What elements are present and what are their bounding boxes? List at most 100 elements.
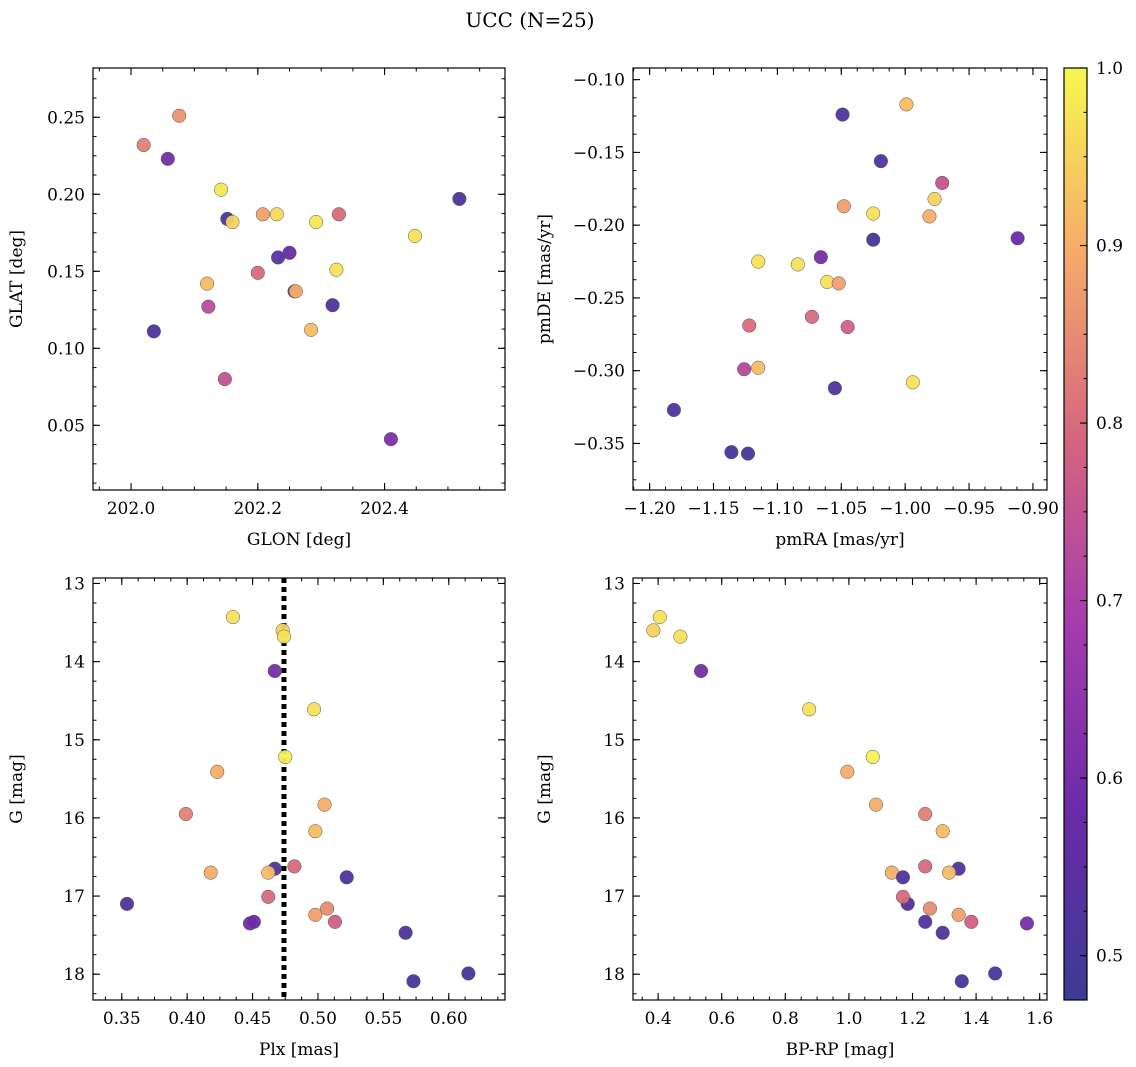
data-point — [790, 257, 805, 272]
x-tick-label: 0.60 — [430, 1009, 468, 1029]
data-point — [320, 901, 335, 916]
data-point — [250, 265, 265, 280]
y-tick-label: 16 — [63, 809, 85, 829]
data-point — [255, 207, 270, 222]
data-point — [964, 914, 979, 929]
data-point — [308, 907, 323, 922]
y-tick-label: 13 — [603, 574, 625, 594]
data-point — [840, 764, 855, 779]
data-point — [461, 966, 476, 981]
x-tick-label: 202.2 — [233, 499, 282, 519]
x-tick-label: 0.4 — [645, 1009, 672, 1029]
data-point — [840, 319, 855, 335]
colorbar-tick-label: 0.8 — [1096, 414, 1123, 434]
x-tick-label: 0.50 — [299, 1009, 337, 1029]
y-axis-label: G [mag] — [7, 754, 27, 823]
data-point — [267, 663, 282, 679]
x-tick-label: 1.0 — [835, 1009, 862, 1029]
x-tick-label: 202.0 — [107, 499, 156, 519]
data-point — [827, 381, 842, 396]
y-tick-label: −0.15 — [573, 143, 625, 163]
scatter-panel-4: 0.4 0.6 0.8 1.0 1.2 1.4 1.6 13 14 15 16 17 18 BP-RP [… — [535, 574, 1053, 1060]
x-tick-label: −1.00 — [879, 499, 931, 519]
scatter-panel-3: 0.35 0.40 0.45 0.50 0.55 0.60 13 14 15 16 17 18 Plx … — [7, 574, 506, 1060]
x-tick-label: 202.4 — [360, 499, 409, 519]
y-tick-label: 15 — [603, 731, 625, 751]
colorbar-tick-label: 0.7 — [1096, 592, 1123, 612]
data-point — [406, 974, 421, 989]
data-point — [751, 360, 766, 375]
colorbar-frame — [1063, 67, 1088, 1001]
data-point — [673, 629, 688, 644]
data-point — [918, 806, 933, 822]
data-point — [276, 629, 292, 644]
y-axis-label: GLAT [deg] — [7, 230, 27, 328]
data-point — [306, 702, 322, 717]
data-point — [261, 889, 276, 904]
colorbar-gradient — [1064, 68, 1087, 1000]
data-point — [740, 446, 756, 461]
x-tick-label: 0.40 — [168, 1009, 206, 1029]
x-tick-label: 1.2 — [899, 1009, 926, 1029]
x-tick-label: −1.05 — [815, 499, 867, 519]
data-point — [452, 191, 467, 206]
data-point — [802, 702, 817, 717]
data-point — [225, 610, 240, 625]
data-point — [246, 914, 261, 929]
data-point — [895, 870, 911, 885]
data-point — [331, 207, 346, 222]
data-point — [172, 108, 187, 123]
data-point — [398, 925, 413, 940]
y-tick-label: −0.35 — [573, 434, 625, 454]
data-point — [1010, 231, 1025, 246]
data-point — [693, 663, 709, 679]
data-point — [927, 191, 942, 207]
figure-title: UCC (N=25) — [465, 8, 594, 32]
data-point — [918, 859, 933, 874]
colorbar-tick-label: 0.9 — [1096, 237, 1123, 257]
x-tick-label: −1.10 — [751, 499, 803, 519]
data-point — [866, 232, 881, 247]
data-point — [308, 824, 323, 839]
data-point — [309, 214, 324, 230]
data-point — [922, 209, 937, 224]
x-tick-label: 0.55 — [364, 1009, 402, 1029]
data-point — [271, 250, 286, 265]
x-tick-label: −1.20 — [624, 499, 676, 519]
data-point — [217, 372, 232, 387]
y-tick-label: 17 — [603, 887, 625, 907]
data-point — [918, 914, 933, 929]
data-point — [1019, 916, 1035, 931]
data-point — [942, 865, 957, 880]
x-tick-label: −0.95 — [943, 499, 995, 519]
data-point — [261, 865, 276, 880]
y-tick-label: −0.30 — [573, 362, 625, 382]
data-point — [203, 865, 218, 880]
data-point — [327, 914, 343, 929]
data-point — [895, 889, 911, 904]
y-tick-label: −0.25 — [573, 289, 625, 309]
data-point — [737, 362, 752, 377]
data-point — [866, 206, 881, 221]
data-point — [225, 214, 240, 230]
data-point — [325, 298, 340, 313]
data-point — [136, 137, 151, 153]
x-tick-label: 1.4 — [963, 1009, 990, 1029]
data-point — [873, 154, 888, 169]
data-point — [905, 375, 920, 390]
data-point — [201, 299, 216, 314]
data-point — [831, 276, 846, 291]
colorbar-tick-label: 0.6 — [1096, 769, 1123, 789]
y-axis-label: G [mag] — [535, 754, 555, 823]
x-axis-label: BP-RP [mag] — [786, 1040, 895, 1060]
data-point — [951, 907, 966, 922]
y-axis-label: pmDE [mas/yr] — [535, 214, 555, 344]
y-tick-label: 0.05 — [47, 416, 85, 436]
colorbar: 0.5 0.6 0.7 0.8 0.9 1.0 — [1063, 59, 1123, 1001]
data-point — [652, 610, 667, 625]
data-point — [835, 107, 850, 122]
data-point — [813, 250, 828, 265]
y-tick-label: 15 — [63, 731, 85, 751]
scatter-panel-1: 202.0 202.2 202.4 0.05 0.10 0.15 0.20 0.25 GLON … — [7, 67, 506, 550]
